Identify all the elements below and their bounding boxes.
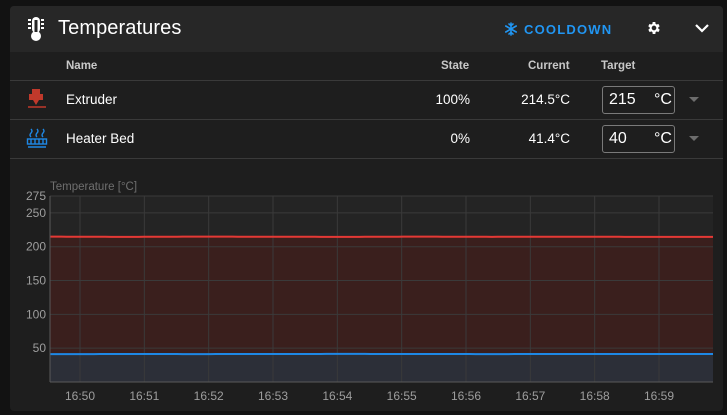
target-input-extruder[interactable]	[609, 90, 643, 110]
y-tick-label: 150	[26, 274, 46, 288]
panel-header: Temperatures COOLDOWN	[10, 6, 723, 52]
temperature-chart-svg: 50 100 150 200 250 275 16:50 16:51 16:52 16:53 16:…	[26, 181, 713, 403]
cooldown-label: COOLDOWN	[524, 21, 613, 37]
x-tick-label: 16:51	[129, 389, 159, 403]
row-current: 41.4°C	[528, 131, 570, 146]
y-tick-label: 50	[33, 341, 47, 355]
target-input-heater-bed[interactable]	[609, 129, 643, 149]
row-name: Heater Bed	[66, 131, 135, 146]
column-name: Name	[66, 60, 98, 72]
row-current: 214.5°C	[521, 92, 570, 107]
x-tick-label: 16:56	[451, 389, 481, 403]
target-field-extruder[interactable]: °C	[602, 86, 675, 114]
column-current: Current	[528, 60, 570, 72]
gear-icon[interactable]	[646, 20, 662, 36]
table-row-extruder: Extruder 100% 214.5°C °C	[10, 81, 723, 120]
temperatures-panel: Temperatures COOLDOWN Name State Current	[10, 6, 723, 411]
cooldown-button[interactable]: COOLDOWN	[504, 19, 612, 39]
x-tick-label: 16:59	[644, 389, 674, 403]
snowflake-icon	[504, 22, 517, 36]
target-field-heater-bed[interactable]: °C	[602, 125, 675, 153]
row-name: Extruder	[66, 92, 118, 107]
y-tick-label: 200	[26, 240, 46, 254]
chevron-down-icon[interactable]	[694, 22, 710, 34]
x-tick-label: 16:58	[580, 389, 610, 403]
row-state: 100%	[435, 92, 470, 107]
y-tick-label: 275	[26, 189, 46, 203]
x-tick-label: 16:53	[258, 389, 288, 403]
x-tick-label: 16:54	[322, 389, 352, 403]
target-dropdown-arrow[interactable]	[689, 136, 699, 141]
x-tick-label: 16:57	[515, 389, 545, 403]
table-row-heater-bed: Heater Bed 0% 41.4°C °C	[10, 120, 723, 159]
row-state: 0%	[450, 131, 470, 146]
extruder-icon	[28, 89, 46, 108]
heater-bed-icon	[26, 128, 48, 148]
temperature-chart: 50 100 150 200 250 275 16:50 16:51 16:52 16:53 16:…	[10, 162, 723, 411]
series-area-heater-bed	[50, 353, 713, 382]
panel-title: Temperatures	[58, 17, 182, 39]
x-tick-label: 16:52	[194, 389, 224, 403]
target-unit: °C	[654, 91, 672, 108]
y-tick-label: 250	[26, 206, 46, 220]
series-area-extruder	[50, 236, 713, 382]
target-dropdown-arrow[interactable]	[689, 97, 699, 102]
y-tick-label: 100	[26, 307, 46, 321]
x-tick-label: 16:55	[387, 389, 417, 403]
table-header: Name State Current Target	[10, 54, 723, 81]
y-axis-title: Temperature [°C]	[50, 181, 137, 193]
column-state: State	[441, 60, 470, 72]
target-unit: °C	[654, 130, 672, 147]
column-target: Target	[601, 60, 636, 72]
thermometer-icon	[28, 17, 44, 41]
x-tick-label: 16:50	[65, 389, 95, 403]
